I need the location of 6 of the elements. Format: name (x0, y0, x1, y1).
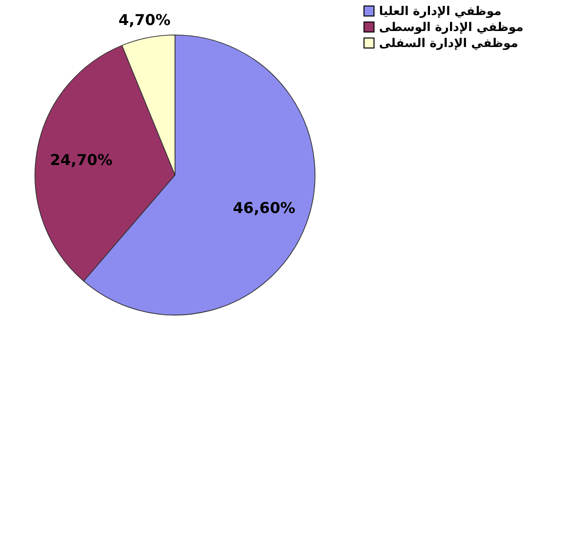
data-label: 46,60% (232, 199, 296, 218)
data-label: 4,70% (118, 10, 171, 29)
legend-label: موظفي الإدارة العليا (379, 4, 502, 18)
data-label: 24,70% (50, 150, 112, 169)
legend-label: موظفي الإدارة السفلى (379, 36, 518, 50)
legend-label: موظفي الإدارة الوسطى (379, 20, 524, 34)
